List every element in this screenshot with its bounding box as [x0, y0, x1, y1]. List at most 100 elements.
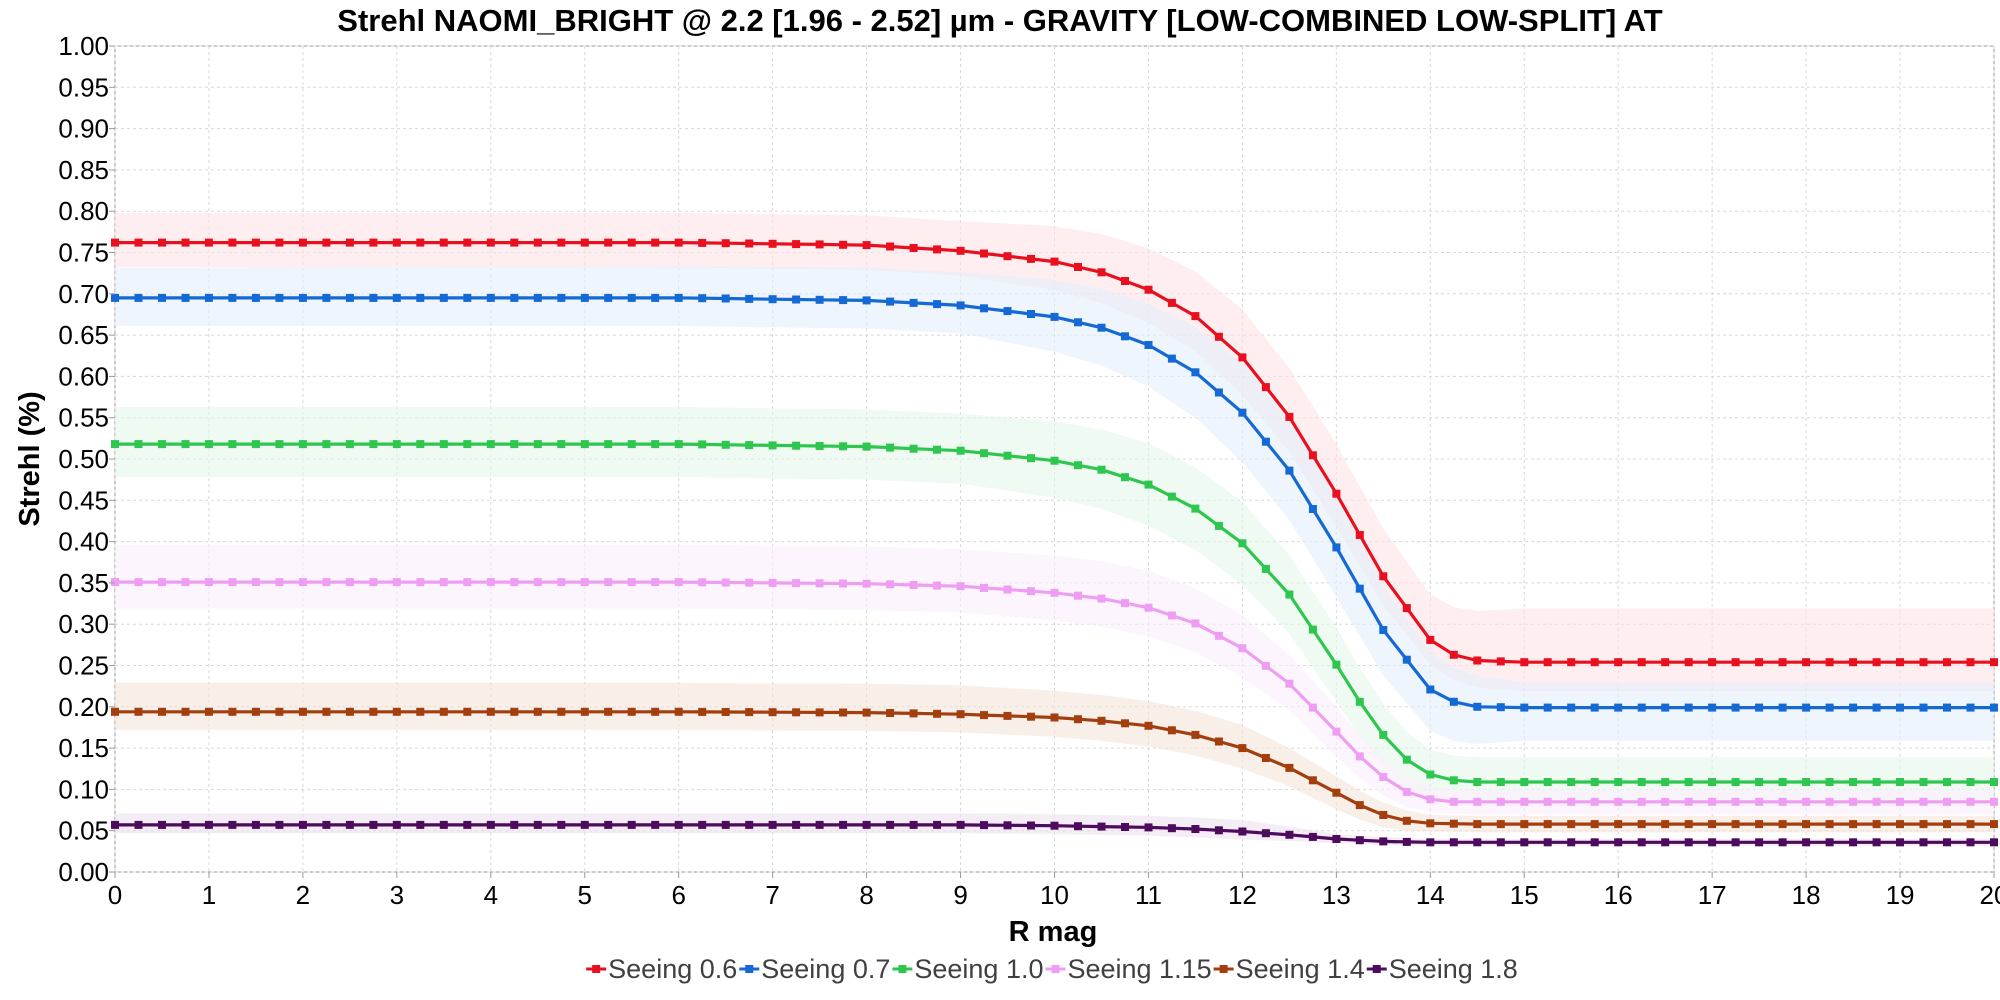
data-point [1238, 644, 1247, 653]
data-point [1238, 539, 1247, 548]
data-point [1050, 257, 1059, 266]
data-point [1520, 778, 1529, 786]
data-point [980, 304, 988, 313]
data-point [1637, 797, 1646, 806]
data-point [1308, 451, 1317, 460]
data-point [1074, 822, 1082, 831]
data-point [111, 707, 119, 716]
data-point [604, 238, 613, 247]
data-point [1121, 719, 1129, 728]
data-point [1074, 263, 1082, 271]
data-point [1966, 658, 1975, 667]
data-point [1825, 703, 1834, 712]
data-point [557, 707, 566, 716]
data-point [627, 238, 636, 247]
data-point [1261, 383, 1270, 392]
data-point [345, 293, 354, 302]
data-point [275, 238, 284, 247]
y-tick-label: 0.95 [58, 72, 109, 102]
data-point [1308, 505, 1317, 513]
data-point [1755, 838, 1764, 847]
data-point [604, 820, 613, 829]
data-point [1191, 504, 1200, 513]
data-point [1379, 773, 1388, 781]
data-point [1473, 838, 1482, 847]
data-point [298, 238, 307, 247]
data-point [322, 820, 331, 829]
x-tick-label: 12 [1228, 880, 1257, 910]
data-point [651, 238, 660, 247]
data-point [1074, 715, 1082, 724]
data-point [111, 440, 119, 449]
data-point [322, 238, 331, 247]
data-point [1285, 590, 1294, 599]
data-point [1144, 603, 1153, 612]
y-tick-label: 0.90 [58, 114, 109, 144]
x-tick-label: 2 [296, 880, 310, 910]
data-point [1402, 604, 1411, 613]
data-point [1214, 332, 1223, 341]
data-point [1567, 703, 1576, 712]
data-point [158, 820, 166, 829]
data-point [1449, 650, 1458, 659]
data-point [1778, 838, 1787, 847]
data-point [1121, 277, 1129, 285]
data-point [392, 238, 401, 247]
data-point [345, 440, 354, 449]
data-point [862, 296, 871, 305]
data-point [1943, 778, 1951, 786]
data-point [1121, 823, 1129, 831]
legend: Seeing 0.6 Seeing 0.7 Seeing 1.0 Seeing 1.1… [586, 954, 1518, 984]
data-point [1496, 703, 1505, 712]
data-point [181, 293, 190, 302]
data-point [510, 820, 519, 829]
data-point [1449, 819, 1458, 828]
data-point [698, 294, 707, 303]
data-point [815, 708, 824, 717]
data-point [204, 440, 213, 449]
data-point [768, 239, 777, 248]
data-point [1567, 838, 1576, 847]
data-point [1027, 454, 1035, 463]
data-point [674, 440, 683, 449]
data-point [181, 440, 190, 449]
legend-label: Seeing 0.7 [761, 954, 890, 984]
data-point [721, 294, 730, 303]
data-point [1637, 778, 1646, 786]
data-point [533, 820, 542, 829]
data-point [768, 578, 777, 587]
data-point [463, 440, 472, 449]
data-point [111, 238, 119, 247]
data-point [1426, 635, 1435, 644]
data-point [1755, 703, 1764, 712]
data-point [956, 582, 965, 591]
data-point [1919, 703, 1928, 712]
data-point [369, 707, 378, 716]
data-point [510, 440, 519, 449]
data-point [909, 820, 918, 829]
data-point [698, 238, 707, 247]
data-point [111, 820, 119, 829]
data-point [1731, 797, 1740, 806]
data-point [322, 440, 331, 449]
data-point [698, 707, 707, 716]
data-point [1614, 703, 1623, 712]
data-point [1567, 797, 1576, 806]
data-point [369, 238, 378, 247]
data-point [815, 295, 824, 304]
data-point [1003, 307, 1012, 316]
y-tick-label: 1.00 [58, 31, 109, 61]
data-point [298, 707, 307, 716]
data-point [1919, 820, 1928, 829]
data-point [1708, 820, 1717, 829]
x-tick-label: 11 [1135, 880, 1162, 910]
data-point [721, 578, 730, 587]
data-point [580, 238, 589, 247]
data-point [1896, 797, 1904, 806]
data-point [1121, 332, 1129, 341]
y-tick-label: 0.55 [58, 403, 109, 433]
data-point [1285, 763, 1294, 772]
data-point [298, 820, 307, 829]
y-tick-label: 0.45 [58, 485, 109, 515]
